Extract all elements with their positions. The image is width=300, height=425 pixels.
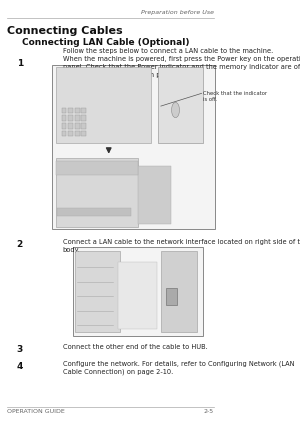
Text: Preparation before Use: Preparation before Use bbox=[140, 10, 214, 15]
Text: Configure the network. For details, refer to Configuring Network (LAN
Cable Conn: Configure the network. For details, refe… bbox=[63, 360, 294, 375]
Text: 3: 3 bbox=[17, 345, 23, 354]
Text: Check that the indicator
is off.: Check that the indicator is off. bbox=[203, 91, 267, 102]
Bar bbox=[81, 108, 86, 113]
Text: 4: 4 bbox=[16, 362, 23, 371]
Text: Connecting LAN Cable (Optional): Connecting LAN Cable (Optional) bbox=[22, 38, 190, 47]
Bar bbox=[81, 116, 86, 121]
Bar bbox=[68, 123, 73, 129]
Bar bbox=[73, 246, 202, 336]
Text: 2-5: 2-5 bbox=[203, 409, 214, 414]
Bar bbox=[138, 166, 171, 224]
Bar bbox=[81, 123, 86, 129]
Text: 1: 1 bbox=[17, 59, 23, 68]
Text: Connecting Cables: Connecting Cables bbox=[7, 26, 122, 36]
Bar bbox=[61, 116, 67, 121]
Bar bbox=[166, 289, 176, 305]
Bar bbox=[68, 131, 73, 136]
Text: OPERATION GUIDE: OPERATION GUIDE bbox=[7, 409, 64, 414]
Bar bbox=[75, 116, 80, 121]
Text: Connect a LAN cable to the network interface located on right side of the
body.: Connect a LAN cable to the network inter… bbox=[63, 239, 300, 253]
Circle shape bbox=[172, 102, 179, 118]
Bar bbox=[118, 263, 157, 329]
Bar bbox=[68, 116, 73, 121]
Bar bbox=[75, 123, 80, 129]
Bar bbox=[75, 251, 120, 332]
Text: Follow the steps below to connect a LAN cable to the machine.: Follow the steps below to connect a LAN … bbox=[63, 48, 273, 54]
Bar bbox=[56, 158, 138, 227]
Bar bbox=[68, 108, 73, 113]
Bar bbox=[56, 161, 138, 175]
Bar bbox=[57, 208, 130, 216]
Bar bbox=[75, 108, 80, 113]
Bar bbox=[52, 65, 214, 229]
Text: When the machine is powered, first press the Power key on the operation
panel. C: When the machine is powered, first press… bbox=[63, 56, 300, 78]
Bar bbox=[61, 108, 67, 113]
Bar bbox=[61, 131, 67, 136]
Bar bbox=[75, 131, 80, 136]
Bar bbox=[61, 123, 67, 129]
Text: Connect the other end of the cable to HUB.: Connect the other end of the cable to HU… bbox=[63, 344, 208, 350]
Text: 2: 2 bbox=[17, 240, 23, 249]
Bar bbox=[81, 131, 86, 136]
Bar bbox=[161, 251, 197, 332]
Bar bbox=[56, 67, 151, 143]
Bar bbox=[158, 67, 203, 144]
